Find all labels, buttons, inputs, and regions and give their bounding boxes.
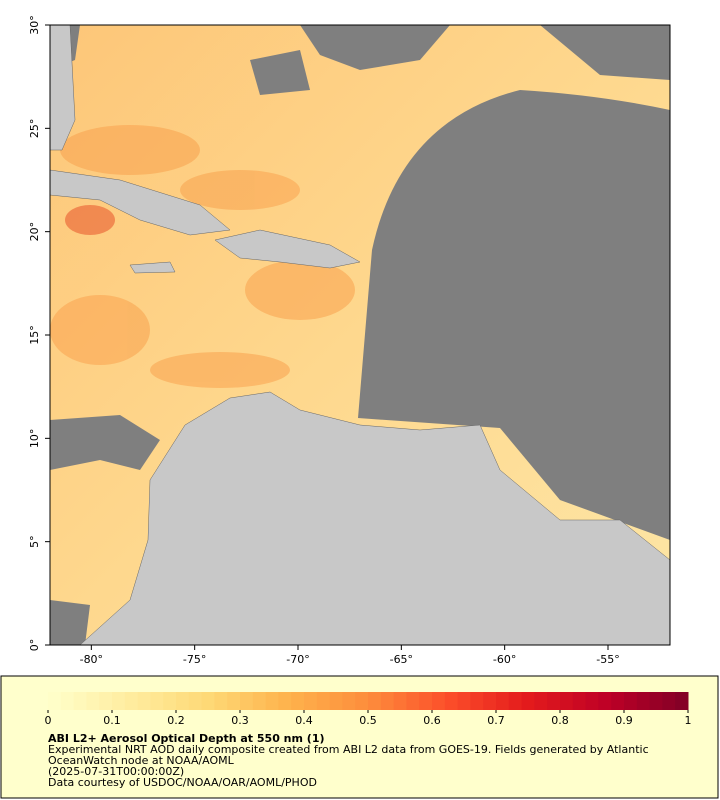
colorbar-swatch [112, 692, 126, 710]
y-tick-label: 5° [28, 535, 41, 548]
colorbar-swatch [304, 692, 318, 710]
colorbar-swatch [393, 692, 407, 710]
colorbar-swatch [636, 692, 651, 710]
colorbar-swatch [419, 692, 433, 710]
colorbar-swatch [572, 692, 587, 710]
caption-line: Data courtesy of USDOC/NOAA/OAR/AOML/PHO… [48, 776, 317, 789]
colorbar-swatch [73, 692, 87, 710]
colorbar-swatch [86, 692, 100, 710]
colorbar-swatch [48, 692, 62, 710]
colorbar-swatch [483, 692, 497, 710]
colorbar-swatch [470, 692, 484, 710]
cloud-mask [50, 25, 670, 645]
caption-line: (2025-07-31T00:00:00Z) [48, 765, 184, 778]
colorbar-tick-label: 0.9 [615, 714, 633, 727]
colorbar-swatch [60, 692, 75, 710]
colorbar-swatch [508, 692, 523, 710]
colorbar-tick-label: 0.3 [231, 714, 249, 727]
colorbar-tick-label: 1 [685, 714, 692, 727]
colorbar-swatch [137, 692, 151, 710]
colorbar-swatch [240, 692, 254, 710]
colorbar-swatch [252, 692, 267, 710]
colorbar-swatch [368, 692, 382, 710]
y-tick-label: 10° [28, 429, 41, 449]
colorbar-swatch [227, 692, 241, 710]
colorbar-tick-label: 0.8 [551, 714, 569, 727]
colorbar-swatch [406, 692, 420, 710]
colorbar-swatch [355, 692, 369, 710]
haze-patches [50, 125, 355, 388]
y-tick-label: 30° [28, 15, 41, 35]
colorbar-swatch [265, 692, 279, 710]
colorbar-tick-label: 0.4 [295, 714, 313, 727]
colorbar-swatch [598, 692, 612, 710]
colorbar-swatch [662, 692, 676, 710]
x-tick-label: -70° [286, 653, 309, 666]
colorbar-swatch [214, 692, 228, 710]
caption-line: Experimental NRT AOD daily composite cre… [48, 743, 649, 756]
colorbar-swatch [150, 692, 164, 710]
colorbar-swatch [611, 692, 625, 710]
y-tick-label: 25° [28, 119, 41, 139]
colorbar-swatch [201, 692, 215, 710]
y-tick-label: 20° [28, 222, 41, 242]
colorbar-swatch [585, 692, 599, 710]
x-tick-label: -60° [493, 653, 516, 666]
colorbar-swatch [316, 692, 331, 710]
colorbar-swatch [457, 692, 471, 710]
colorbar-swatch [176, 692, 190, 710]
colorbar-swatch [534, 692, 548, 710]
x-tick-label: -55° [596, 653, 619, 666]
y-tick-label: 15° [28, 325, 41, 345]
map [49, 24, 671, 646]
colorbar-tick-label: 0.5 [359, 714, 377, 727]
colorbar-swatch [99, 692, 113, 710]
colorbar-swatch [675, 692, 689, 710]
colorbar-tick-label: 0 [45, 714, 52, 727]
colorbar-swatch [624, 692, 638, 710]
colorbar-tick-label: 0.7 [487, 714, 505, 727]
colorbar-swatch [521, 692, 535, 710]
colorbar-swatch [124, 692, 139, 710]
colorbar-swatch [329, 692, 343, 710]
colorbar-tick-label: 0.1 [103, 714, 121, 727]
x-tick-label: -65° [390, 653, 413, 666]
land [49, 24, 671, 646]
colorbar-tick-label: 0.2 [167, 714, 185, 727]
x-tick-label: -75° [183, 653, 206, 666]
caption-line: OceanWatch node at NOAA/AOML [48, 754, 235, 767]
colorbar-swatch [163, 692, 177, 710]
colorbar-swatch [291, 692, 305, 710]
colorbar-swatch [547, 692, 561, 710]
colorbar-swatch [560, 692, 574, 710]
caption-title: ABI L2+ Aerosol Optical Depth at 550 nm … [48, 732, 325, 745]
colorbar-swatch [649, 692, 663, 710]
colorbar-swatch [278, 692, 292, 710]
colorbar-swatch [444, 692, 459, 710]
colorbar-swatch [342, 692, 356, 710]
y-tick-label: 0° [28, 639, 41, 652]
x-tick-label: -80° [80, 653, 103, 666]
colorbar-swatch [432, 692, 446, 710]
colorbar-tick-label: 0.6 [423, 714, 441, 727]
colorbar-swatch [496, 692, 510, 710]
colorbar-swatch [188, 692, 203, 710]
colorbar-swatch [380, 692, 395, 710]
